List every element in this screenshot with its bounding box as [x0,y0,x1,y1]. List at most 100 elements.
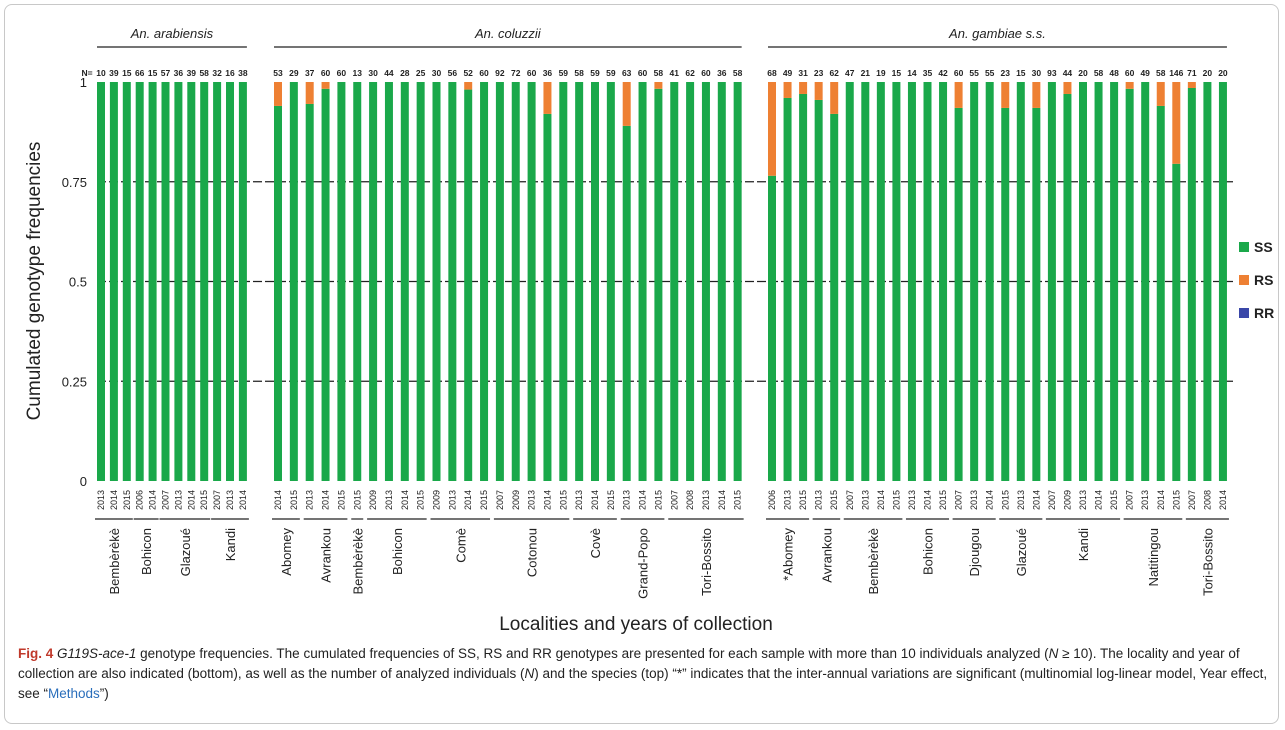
year-label: 2013 [622,490,632,510]
n-prefix-label: N= [81,68,92,78]
locality-label: Tori-Bossito [1200,528,1215,596]
n-label: 16 [225,68,235,78]
bar-ss [1125,88,1134,482]
year-label: 2007 [1047,490,1057,510]
year-label: 2009 [1062,490,1072,510]
n-label: 58 [654,68,664,78]
bar-ss [1063,93,1072,481]
year-label: 2013 [384,490,394,510]
bar-ss [830,113,839,482]
species-label: An. arabiensis [130,26,214,41]
year-label: 2014 [148,490,158,510]
year-label: 2014 [321,490,331,510]
n-label: 20 [1218,68,1228,78]
locality-label: Glazoué [178,528,193,576]
n-label: 56 [448,68,458,78]
bar-ss [783,97,792,482]
year-label: 2013 [907,490,917,510]
n-label: 59 [590,68,600,78]
bar-rs [1156,82,1165,106]
year-label: 2014 [1156,490,1166,510]
caption-text-1: genotype frequencies. The cumulated freq… [136,646,1049,661]
year-label: 2013 [574,490,584,510]
n-label: 30 [368,68,378,78]
bar-ss [495,82,504,481]
bar-ss [799,93,808,481]
n-label: 42 [938,68,948,78]
bar-ss [1094,82,1103,481]
bar-ss [464,89,473,482]
bar-rs [768,82,776,176]
year-label: 2015 [829,490,839,510]
n-label: 59 [606,68,616,78]
n-label: 60 [701,68,711,78]
bar-rs [954,82,963,108]
bar-ss [654,88,663,482]
y-axis-label: Cumulated genotype frequencies [24,142,45,421]
bar-ss [480,82,489,481]
bar-ss [416,82,425,481]
bar-ss [305,103,314,481]
year-label: 2007 [161,490,171,510]
locality-label: Kandi [223,528,238,561]
year-label: 2014 [542,490,552,510]
year-label: 2014 [985,490,995,510]
bar-rs [814,82,823,100]
bar-rs [543,82,552,114]
year-label: 2013 [447,490,457,510]
bar-ss [845,82,854,481]
caption-n-symbol: N [1048,646,1059,661]
bar-ss [432,82,441,481]
bar-ss [559,82,568,481]
legend-label: RR [1254,305,1274,321]
year-label: 2013 [783,490,793,510]
y-tick-label: 0.75 [62,175,87,190]
x-axis-label: Localities and years of collection [499,614,773,635]
year-label: 2014 [717,490,727,510]
bar-ss [109,82,118,481]
year-label: 2013 [96,490,106,510]
year-label: 2015 [938,490,948,510]
year-label: 2013 [860,490,870,510]
bar-ss [814,99,823,481]
year-label: 2006 [135,490,145,510]
year-label: 2015 [1000,490,1010,510]
bar-ss [337,82,346,481]
year-label: 2006 [767,490,777,510]
n-label: 30 [432,68,442,78]
bar-ss [1079,82,1087,481]
bar-ss [733,82,742,481]
bar-ss [511,82,520,481]
locality-label: Avrankou [819,528,834,583]
n-label: 55 [985,68,995,78]
n-label: 30 [1032,68,1042,78]
figure-caption: Fig. 4 G119S-ace-1 genotype frequencies.… [18,644,1273,704]
year-label: 2014 [1094,490,1104,510]
year-label: 2014 [273,490,283,510]
n-label: 63 [622,68,632,78]
year-label: 2007 [1125,490,1135,510]
methods-link[interactable]: Methods [48,686,100,701]
n-label: 39 [109,68,119,78]
bar-ss [353,82,362,481]
n-label: 13 [353,68,363,78]
bar-ss [954,107,963,481]
bar-ss [174,82,183,481]
year-label: 2008 [685,490,695,510]
bar-ss [939,82,948,481]
y-tick-label: 0.25 [62,374,87,389]
year-label: 2015 [891,490,901,510]
locality-label: Covè [588,528,603,558]
year-label: 2014 [186,490,196,510]
n-label: 71 [1187,68,1197,78]
n-label: 39 [187,68,197,78]
n-label: 59 [559,68,569,78]
bar-ss [861,82,870,481]
year-label: 2014 [238,490,248,510]
n-label: 60 [527,68,537,78]
bar-rs [1063,82,1072,94]
n-label: 20 [1203,68,1213,78]
n-label: 14 [907,68,917,78]
year-label: 2013 [305,490,315,510]
n-label: 23 [814,68,824,78]
